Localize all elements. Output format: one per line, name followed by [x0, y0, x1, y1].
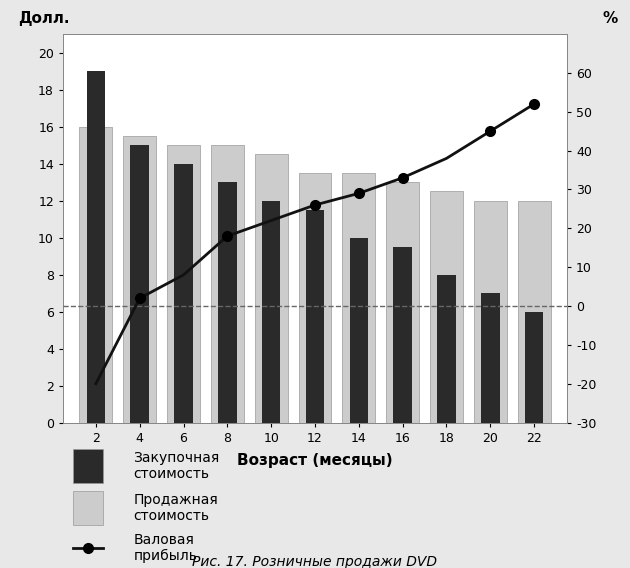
Bar	[481, 293, 500, 423]
Bar	[474, 201, 507, 423]
Bar	[123, 136, 156, 423]
Text: Закупочная
стоимость: Закупочная стоимость	[134, 450, 220, 481]
Text: Долл.: Долл.	[18, 11, 69, 26]
Bar	[255, 154, 288, 423]
Bar	[430, 191, 463, 423]
X-axis label: Возраст (месяцы): Возраст (месяцы)	[237, 453, 393, 468]
Bar	[175, 164, 193, 423]
Bar	[393, 247, 412, 423]
Bar	[79, 127, 112, 423]
Bar	[262, 201, 280, 423]
Bar	[306, 210, 324, 423]
Bar	[86, 71, 105, 423]
Bar	[342, 173, 375, 423]
Bar	[299, 173, 331, 423]
Bar	[130, 145, 149, 423]
Text: %: %	[602, 11, 617, 26]
FancyBboxPatch shape	[73, 491, 103, 525]
Text: Продажная
стоимость: Продажная стоимость	[134, 493, 219, 523]
Bar	[211, 145, 244, 423]
Bar	[386, 182, 419, 423]
Bar	[167, 145, 200, 423]
Bar	[525, 311, 544, 423]
Text: Рис. 17. Розничные продажи DVD: Рис. 17. Розничные продажи DVD	[193, 555, 437, 568]
Bar	[437, 274, 455, 423]
Bar	[350, 237, 368, 423]
Bar	[218, 182, 237, 423]
Bar	[518, 201, 551, 423]
Text: Валовая
прибыль: Валовая прибыль	[134, 533, 197, 563]
FancyBboxPatch shape	[73, 449, 103, 483]
